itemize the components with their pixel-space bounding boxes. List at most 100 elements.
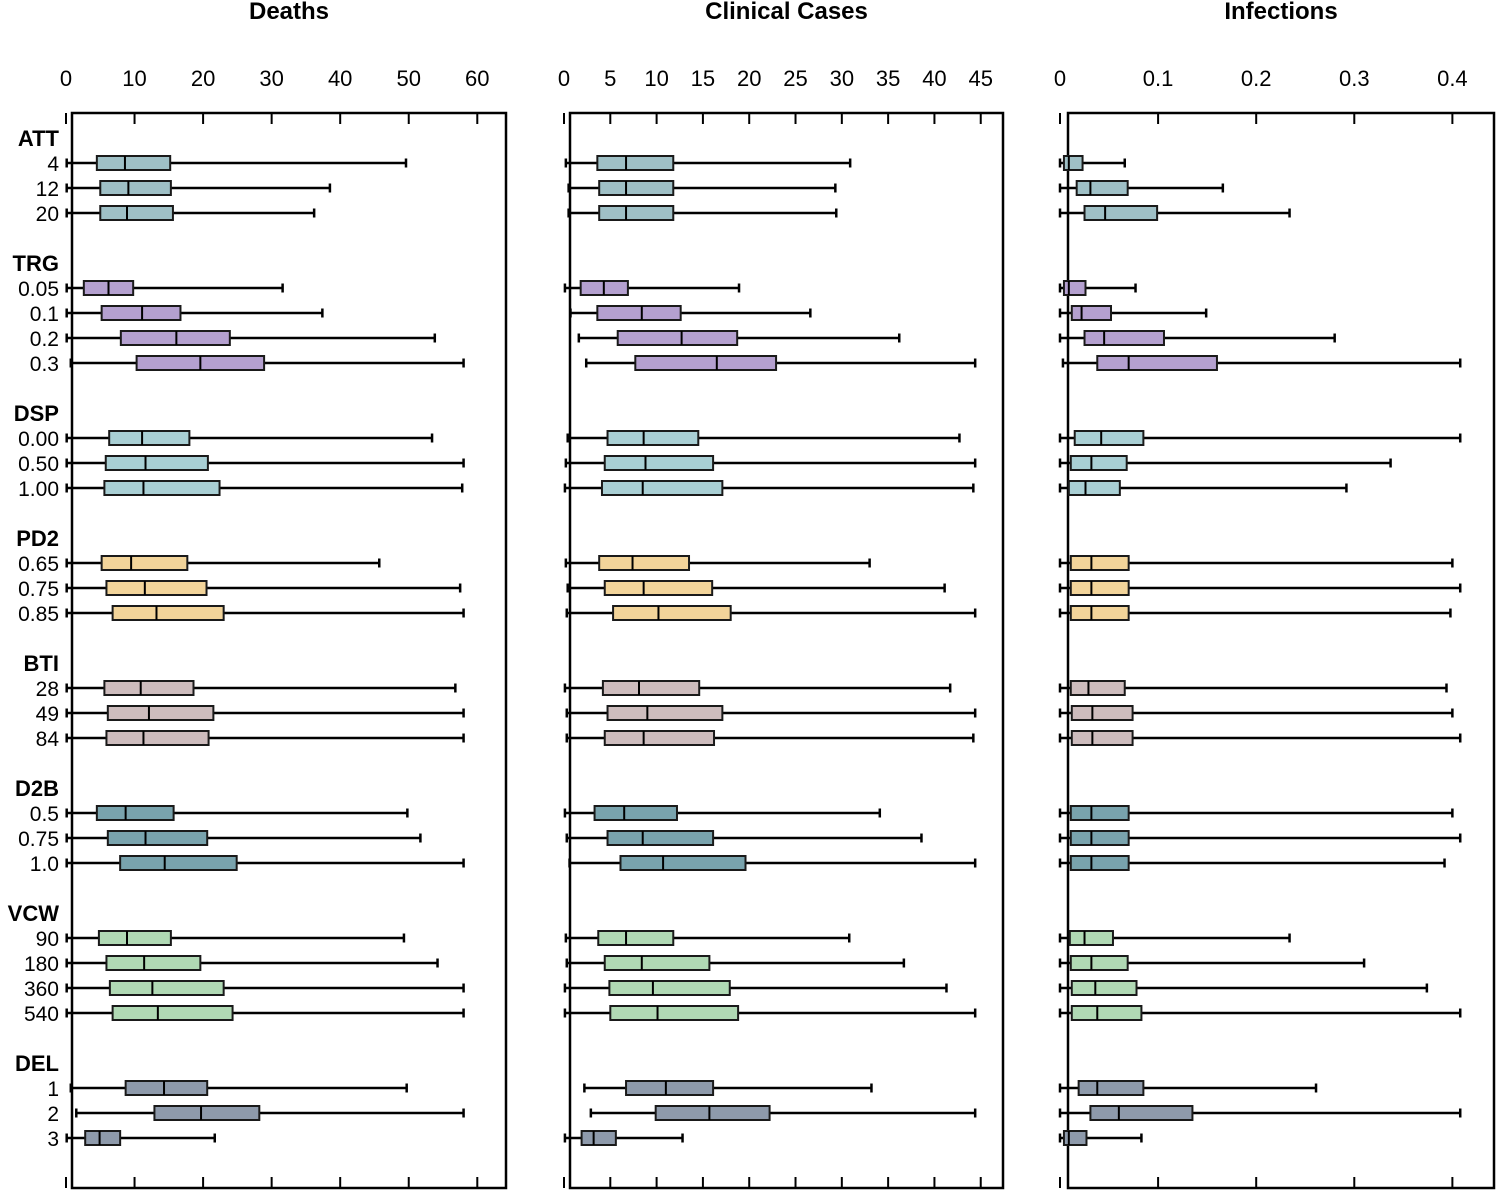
x-tick-label: 0.4 bbox=[1437, 66, 1468, 91]
iqr-box bbox=[103, 680, 195, 696]
box-d2b-1.0 bbox=[568, 855, 977, 871]
level-label: 0.2 bbox=[30, 328, 59, 351]
iqr-box bbox=[612, 605, 732, 621]
level-label: 180 bbox=[24, 953, 59, 976]
plot-frame bbox=[568, 111, 1005, 1190]
group-label: ATT bbox=[18, 126, 60, 151]
x-tick-label: 45 bbox=[968, 66, 992, 91]
box-del-1 bbox=[69, 1080, 408, 1096]
level-label: 2 bbox=[47, 1103, 59, 1126]
iqr-box bbox=[598, 555, 691, 571]
iqr-box bbox=[105, 955, 202, 971]
box-del-1 bbox=[583, 1080, 873, 1096]
iqr-box bbox=[95, 805, 175, 821]
iqr-box bbox=[103, 480, 221, 496]
iqr-box bbox=[153, 1105, 261, 1121]
iqr-box bbox=[111, 605, 225, 621]
group-label: D2B bbox=[15, 776, 59, 801]
iqr-box bbox=[106, 830, 209, 846]
level-label: 0.50 bbox=[18, 453, 59, 476]
iqr-box bbox=[99, 205, 174, 221]
iqr-box bbox=[634, 355, 778, 371]
x-tick-label: 0.2 bbox=[1241, 66, 1272, 91]
box-del-3 bbox=[563, 1130, 684, 1146]
level-label: 1.00 bbox=[18, 478, 59, 501]
box-bti-49 bbox=[565, 705, 977, 721]
iqr-box bbox=[606, 705, 724, 721]
box-d2b-0.75 bbox=[65, 830, 422, 846]
x-tick-label: 15 bbox=[691, 66, 715, 91]
iqr-box bbox=[596, 305, 682, 321]
level-label: 0.75 bbox=[18, 578, 59, 601]
box-bti-28 bbox=[65, 680, 457, 696]
box-pd2-0.65 bbox=[65, 555, 381, 571]
iqr-box bbox=[108, 980, 225, 996]
box-dsp-1.00 bbox=[1058, 480, 1348, 496]
box-del-2 bbox=[589, 1105, 977, 1121]
x-tick-label: 25 bbox=[783, 66, 807, 91]
x-tick-label: 0.1 bbox=[1143, 66, 1174, 91]
box-d2b-0.5 bbox=[1058, 805, 1454, 821]
level-label: 4 bbox=[47, 153, 59, 176]
box-vcw-90 bbox=[1058, 930, 1291, 946]
iqr-box bbox=[95, 155, 172, 171]
box-trg-0.2 bbox=[65, 330, 437, 346]
group-label: VCW bbox=[8, 901, 60, 926]
iqr-box bbox=[600, 480, 724, 496]
iqr-box bbox=[1069, 580, 1130, 596]
iqr-box bbox=[598, 205, 675, 221]
box-trg-0.05 bbox=[563, 280, 741, 296]
box-trg-0.2 bbox=[1058, 330, 1336, 346]
iqr-box bbox=[616, 330, 739, 346]
box-d2b-1.0 bbox=[1058, 855, 1446, 871]
iqr-box bbox=[606, 430, 700, 446]
level-label: 28 bbox=[36, 678, 59, 701]
x-tick-label: 20 bbox=[737, 66, 761, 91]
level-label: 360 bbox=[24, 978, 59, 1001]
box-trg-0.2 bbox=[577, 330, 901, 346]
box-att-20 bbox=[1058, 205, 1291, 221]
iqr-box bbox=[1068, 930, 1114, 946]
iqr-box bbox=[1096, 355, 1218, 371]
iqr-box bbox=[1073, 430, 1145, 446]
panel-title: Deaths bbox=[249, 0, 329, 25]
box-trg-0.05 bbox=[1058, 280, 1137, 296]
box-vcw-360 bbox=[563, 980, 948, 996]
box-pd2-0.65 bbox=[1058, 555, 1454, 571]
box-del-2 bbox=[1058, 1105, 1462, 1121]
group-label: BTI bbox=[24, 651, 59, 676]
box-bti-49 bbox=[1058, 705, 1454, 721]
level-label: 20 bbox=[36, 203, 59, 226]
iqr-box bbox=[603, 730, 716, 746]
panel-title: Clinical Cases bbox=[705, 0, 868, 25]
iqr-box bbox=[97, 930, 172, 946]
iqr-box bbox=[100, 305, 182, 321]
iqr-box bbox=[1083, 330, 1165, 346]
iqr-box bbox=[606, 830, 715, 846]
box-bti-84 bbox=[65, 730, 465, 746]
group-label: DEL bbox=[15, 1051, 59, 1076]
box-pd2-0.85 bbox=[65, 605, 465, 621]
box-pd2-0.85 bbox=[1058, 605, 1452, 621]
iqr-box bbox=[1069, 680, 1126, 696]
box-dsp-1.00 bbox=[563, 480, 975, 496]
iqr-box bbox=[84, 1130, 122, 1146]
level-label: 0.3 bbox=[30, 353, 59, 376]
box-trg-0.1 bbox=[569, 305, 812, 321]
box-att-4 bbox=[564, 155, 852, 171]
group-label: TRG bbox=[13, 251, 59, 276]
box-dsp-0.00 bbox=[65, 430, 434, 446]
iqr-box bbox=[603, 955, 711, 971]
box-vcw-540 bbox=[563, 1005, 977, 1021]
x-tick-label: 0 bbox=[1054, 66, 1066, 91]
level-label: 0.1 bbox=[30, 303, 59, 326]
level-label: 49 bbox=[36, 703, 59, 726]
x-tick-label: 30 bbox=[830, 66, 854, 91]
x-tick-label: 60 bbox=[465, 66, 489, 91]
box-dsp-0.50 bbox=[564, 455, 977, 471]
panel-infections: Infections 0 0.1 0.2 0.3 0.4 bbox=[1054, 0, 1496, 1190]
level-label: 540 bbox=[24, 1003, 59, 1026]
iqr-box bbox=[104, 455, 209, 471]
iqr-box bbox=[1070, 705, 1134, 721]
level-label: 90 bbox=[36, 928, 59, 951]
